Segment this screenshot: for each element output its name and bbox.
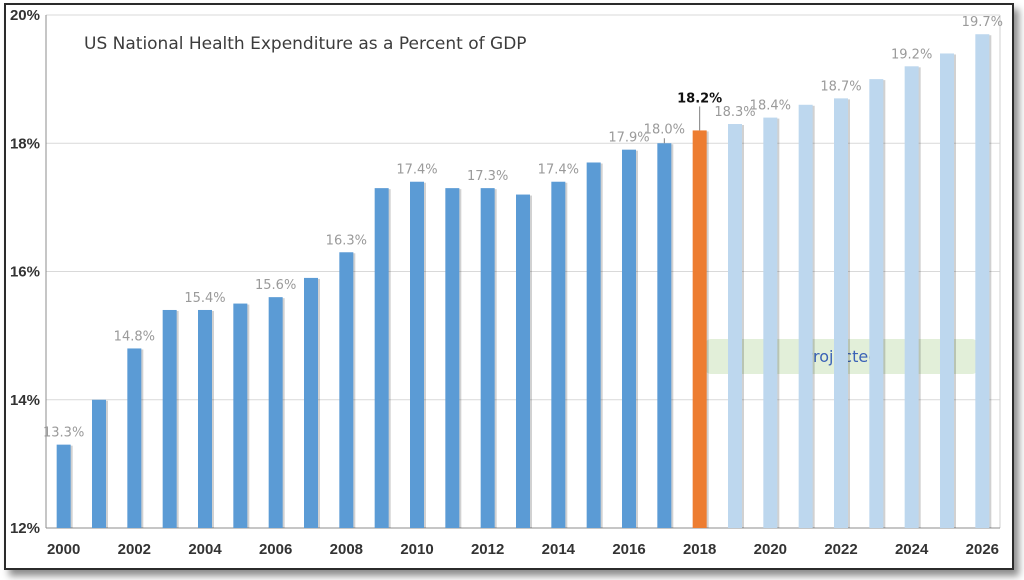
data-label-2014: 17.4%: [538, 163, 579, 178]
x-tick-label: 2000: [47, 541, 80, 558]
bar-2003: [162, 309, 177, 528]
bar-2009: [374, 188, 389, 528]
bar-2014: [551, 181, 566, 528]
chart-frame: US National Health Expenditure as a Perc…: [4, 3, 1014, 570]
x-tick-label: 2002: [118, 541, 151, 558]
bar-2002: [127, 348, 142, 528]
data-label-2004: 15.4%: [184, 291, 225, 306]
y-tick-labels: 12% 14% 16% 18% 20%: [10, 7, 40, 537]
bar-2020: [763, 117, 778, 528]
data-label-2026: 19.7%: [962, 15, 1003, 30]
bar-2026: [975, 34, 990, 529]
x-tick-label: 2024: [895, 541, 929, 558]
bar-2012: [480, 188, 495, 528]
data-label-2010: 17.4%: [396, 163, 437, 178]
bar-2011: [445, 188, 460, 528]
x-tick-label: 2004: [188, 541, 222, 558]
bar-2000: [56, 444, 71, 528]
data-labels: 13.3% 14.8% 15.4% 15.6% 16.3% 17.4% 17.3% 17.4%…: [43, 15, 1003, 440]
bar-2017: [657, 143, 672, 528]
bar-2016: [622, 149, 636, 528]
x-tick-label: 2008: [330, 541, 363, 558]
data-label-2017: 18.0%: [644, 122, 685, 137]
bar-2021: [798, 104, 813, 529]
bar-2023: [869, 79, 884, 528]
x-tick-label: 2012: [471, 541, 504, 558]
bar-2008: [339, 252, 354, 528]
data-label-2022: 18.7%: [820, 79, 861, 94]
bar-2025: [940, 53, 954, 528]
data-label-2019: 18.3%: [714, 105, 755, 120]
bar-2024: [904, 66, 919, 529]
chart-title: US National Health Expenditure as a Perc…: [84, 34, 527, 54]
bar-2015: [586, 162, 601, 529]
bars: [56, 34, 992, 529]
bar-chart: US National Health Expenditure as a Perc…: [10, 7, 1003, 558]
y-tick-label: 16%: [10, 264, 40, 281]
data-label-2018: 18.2%: [677, 91, 722, 106]
x-tick-label: 2022: [824, 541, 857, 558]
bar-2004: [198, 309, 212, 528]
bar-2006: [268, 297, 283, 528]
y-tick-label: 18%: [10, 135, 40, 152]
data-label-2012: 17.3%: [467, 169, 508, 184]
x-tick-label: 2010: [400, 541, 433, 558]
bar-2013: [516, 194, 530, 529]
data-label-2024: 19.2%: [891, 47, 932, 62]
bar-2022: [834, 98, 848, 529]
data-label-2006: 15.6%: [255, 278, 296, 293]
x-tick-label: 2014: [542, 541, 576, 558]
x-tick-label: 2018: [683, 541, 716, 558]
y-tick-label: 14%: [10, 392, 40, 409]
x-tick-label: 2020: [754, 541, 787, 558]
x-tick-label: 2026: [966, 541, 999, 558]
bar-2019: [728, 124, 742, 528]
y-tick-label: 20%: [10, 7, 40, 24]
data-label-2008: 16.3%: [326, 233, 367, 248]
x-tick-label: 2006: [259, 541, 292, 558]
bar-2007: [304, 277, 318, 528]
data-label-2002: 14.8%: [114, 329, 155, 344]
data-label-2000: 13.3%: [43, 426, 84, 441]
y-tick-label: 12%: [10, 520, 40, 537]
bar-2005: [233, 303, 248, 528]
x-tick-label: 2016: [612, 541, 645, 558]
x-tick-labels: 2000 2002 2004 2006 2008 2010 2012 2014 2016 2018…: [47, 541, 999, 558]
data-label-2020: 18.4%: [750, 99, 791, 114]
data-label-2016: 17.9%: [608, 131, 649, 146]
bar-2010: [410, 181, 424, 528]
bar-2001: [92, 399, 106, 528]
bar-2018: [692, 130, 707, 529]
